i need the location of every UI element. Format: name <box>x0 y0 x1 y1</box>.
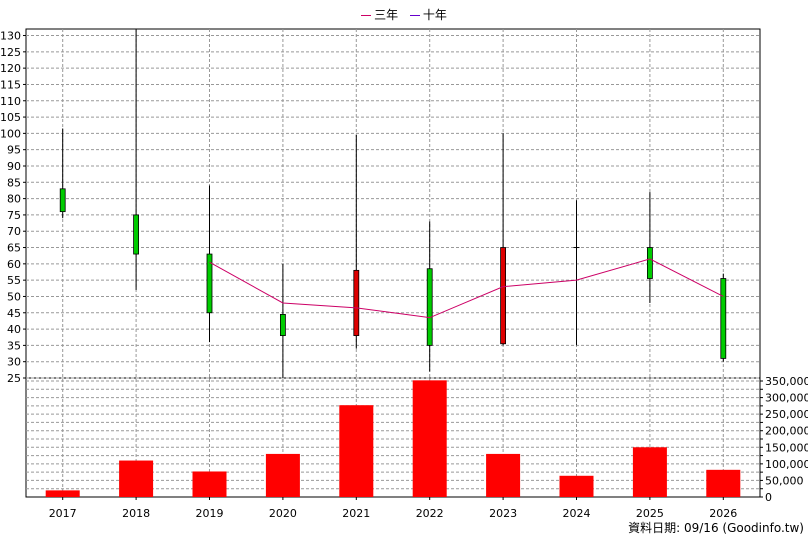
price-tick-label: 70 <box>7 225 21 238</box>
candle-body <box>133 214 140 255</box>
price-tick-label: 75 <box>7 209 21 222</box>
volume-bar <box>559 475 594 497</box>
volume-bar <box>265 453 300 497</box>
volume-tick-label: 350,000 <box>765 375 808 388</box>
x-tick-label: 2017 <box>49 507 77 520</box>
x-tick-label: 2020 <box>269 507 297 520</box>
volume-bar <box>412 380 447 497</box>
legend-item-ten-year: 十年 <box>409 6 447 23</box>
volume-tick-label: 100,000 <box>765 458 808 471</box>
price-tick-label: 30 <box>7 356 21 369</box>
price-tick-label: 40 <box>7 323 21 336</box>
price-tick-label: 90 <box>7 160 21 173</box>
candle-body <box>206 253 213 314</box>
candle-body <box>59 188 66 213</box>
price-tick-label: 110 <box>0 95 21 108</box>
chart-legend: 三年 十年 <box>0 6 808 23</box>
price-tick-label: 130 <box>0 30 21 43</box>
x-tick-label: 2025 <box>636 507 664 520</box>
candle-body <box>353 269 360 336</box>
data-date-credit: 資料日期: 09/16 (Goodinfo.tw) <box>628 521 804 535</box>
price-tick-label: 25 <box>7 372 21 385</box>
candle-body <box>426 268 433 346</box>
price-tick-label: 95 <box>7 144 21 157</box>
price-tick-label: 35 <box>7 339 21 352</box>
candle-body <box>500 247 507 345</box>
price-tick-label: 105 <box>0 111 21 124</box>
price-tick-label: 50 <box>7 290 21 303</box>
price-tick-label: 115 <box>0 78 21 91</box>
x-tick-label: 2021 <box>342 507 370 520</box>
legend-label-ten-year: 十年 <box>422 8 447 22</box>
price-tick-label: 85 <box>7 176 21 189</box>
volume-tick-label: 200,000 <box>765 425 808 438</box>
volume-bar <box>119 460 154 497</box>
x-tick-label: 2022 <box>416 507 444 520</box>
legend-swatch-ten-year <box>409 15 420 16</box>
price-tick-label: 100 <box>0 127 21 140</box>
price-tick-label: 65 <box>7 242 21 255</box>
price-tick-label: 55 <box>7 274 21 287</box>
legend-label-three-year: 三年 <box>374 8 399 22</box>
volume-tick-label: 0 <box>765 491 772 504</box>
volume-bar <box>632 447 667 497</box>
x-tick-label: 2026 <box>709 507 737 520</box>
candle-body <box>647 247 653 279</box>
x-tick-label: 2019 <box>196 507 224 520</box>
price-tick-label: 80 <box>7 193 21 206</box>
volume-tick-label: 250,000 <box>765 408 808 421</box>
volume-tick-label: 150,000 <box>765 441 808 454</box>
x-tick-label: 2024 <box>563 507 591 520</box>
volume-bar <box>192 471 227 497</box>
legend-swatch-three-year <box>361 15 372 16</box>
candle-body <box>279 313 286 336</box>
candle-body <box>720 278 727 359</box>
x-tick-label: 2018 <box>122 507 150 520</box>
volume-bar <box>486 453 521 497</box>
price-tick-label: 120 <box>0 62 21 75</box>
volume-bar <box>339 405 374 497</box>
legend-item-three-year: 三年 <box>361 6 398 23</box>
x-tick-label: 2023 <box>489 507 517 520</box>
volume-tick-label: 300,000 <box>765 392 808 405</box>
price-tick-label: 60 <box>7 258 21 271</box>
volume-bar <box>45 490 80 497</box>
volume-tick-label: 50,000 <box>765 474 804 487</box>
volume-bar <box>706 469 741 497</box>
three-year-avg-line <box>209 258 724 319</box>
price-tick-label: 45 <box>7 307 21 320</box>
price-tick-label: 125 <box>0 46 21 59</box>
